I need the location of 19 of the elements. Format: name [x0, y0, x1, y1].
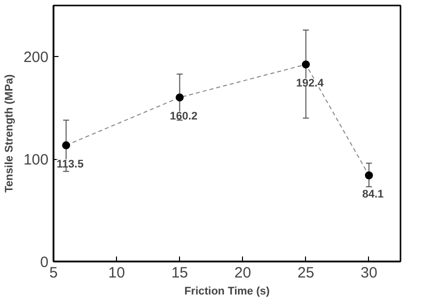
- y-tick-label: 100: [23, 152, 49, 169]
- point: [62, 141, 70, 150]
- y-tick-label: 0: [40, 254, 48, 271]
- point: [364, 171, 373, 180]
- x-tick-label: 10: [108, 264, 125, 282]
- data-label: 160.2: [170, 110, 198, 122]
- point: [176, 93, 184, 102]
- point: [302, 60, 310, 68]
- data-label: 84.1: [362, 188, 384, 200]
- data-label: 113.5: [56, 158, 84, 170]
- x-tick-label: 5: [49, 264, 58, 282]
- x-axis-title: Friction Time (s): [184, 286, 270, 298]
- x-tick-label: 25: [298, 264, 314, 282]
- x-tick-label: 30: [360, 264, 378, 282]
- data-label: 192.4: [296, 77, 325, 90]
- y-axis-title: Tensile Strength (MPa): [3, 74, 16, 193]
- x-tick-label: 20: [234, 264, 252, 282]
- x-tick-label: 15: [171, 264, 188, 282]
- y-tick-label: 200: [23, 49, 49, 66]
